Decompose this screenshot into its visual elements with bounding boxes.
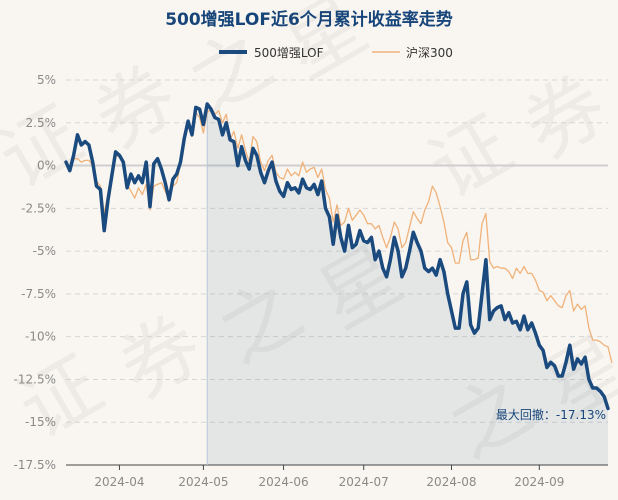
y-tick-label: -2.5% (21, 201, 56, 215)
y-tick-label: -5% (33, 244, 56, 258)
legend-label-hs300: 沪深300 (406, 46, 453, 60)
watermark-glyph: 之 (175, 15, 288, 132)
watermark-glyph: 券 (510, 60, 618, 177)
legend-label-500lof: 500增强LOF (254, 46, 324, 60)
watermark-glyph: 券 (105, 300, 218, 417)
watermark-glyph: 券 (80, 50, 193, 167)
legend: 500增强LOF 沪深300 (219, 46, 453, 60)
series-line-500lof (64, 102, 610, 411)
y-tick-label: -12.5% (14, 372, 56, 386)
x-axis: 2024-04 2024-05 2024-06 2024-07 2024-08 2024-… (66, 464, 608, 489)
y-tick-label: 2.5% (26, 116, 57, 130)
x-tick-label: 2024-09 (514, 475, 564, 489)
x-tick-label: 2024-06 (258, 475, 308, 489)
x-tick-label: 2024-05 (178, 475, 228, 489)
y-tick-label: -7.5% (21, 287, 56, 301)
watermark-glyph: 证 (5, 340, 118, 457)
y-axis: 5% 2.5% 0% -2.5% -5% -7.5% -10% -12.5% -15% -17.5… (14, 73, 56, 472)
watermark-glyph: 证 (415, 100, 528, 217)
plot-area: 最大回撤：-17.13% (64, 102, 613, 465)
watermark-glyph: 证 (0, 90, 97, 207)
y-tick-label: -17.5% (14, 458, 56, 472)
y-tick-label: -15% (25, 415, 56, 429)
x-tick-label: 2024-07 (339, 475, 389, 489)
series-line-hs300 (65, 108, 613, 363)
y-tick-label: -10% (25, 330, 56, 344)
x-tick-label: 2024-08 (426, 475, 476, 489)
drawdown-area (207, 104, 608, 465)
x-tick-label: 2024-04 (94, 475, 144, 489)
y-tick-label: 5% (37, 73, 56, 87)
max-drawdown-label: 最大回撤：-17.13% (496, 407, 606, 422)
y-tick-label: 0% (37, 159, 56, 173)
chart-title: 500增强LOF近6个月累计收益率走势 (165, 9, 453, 30)
